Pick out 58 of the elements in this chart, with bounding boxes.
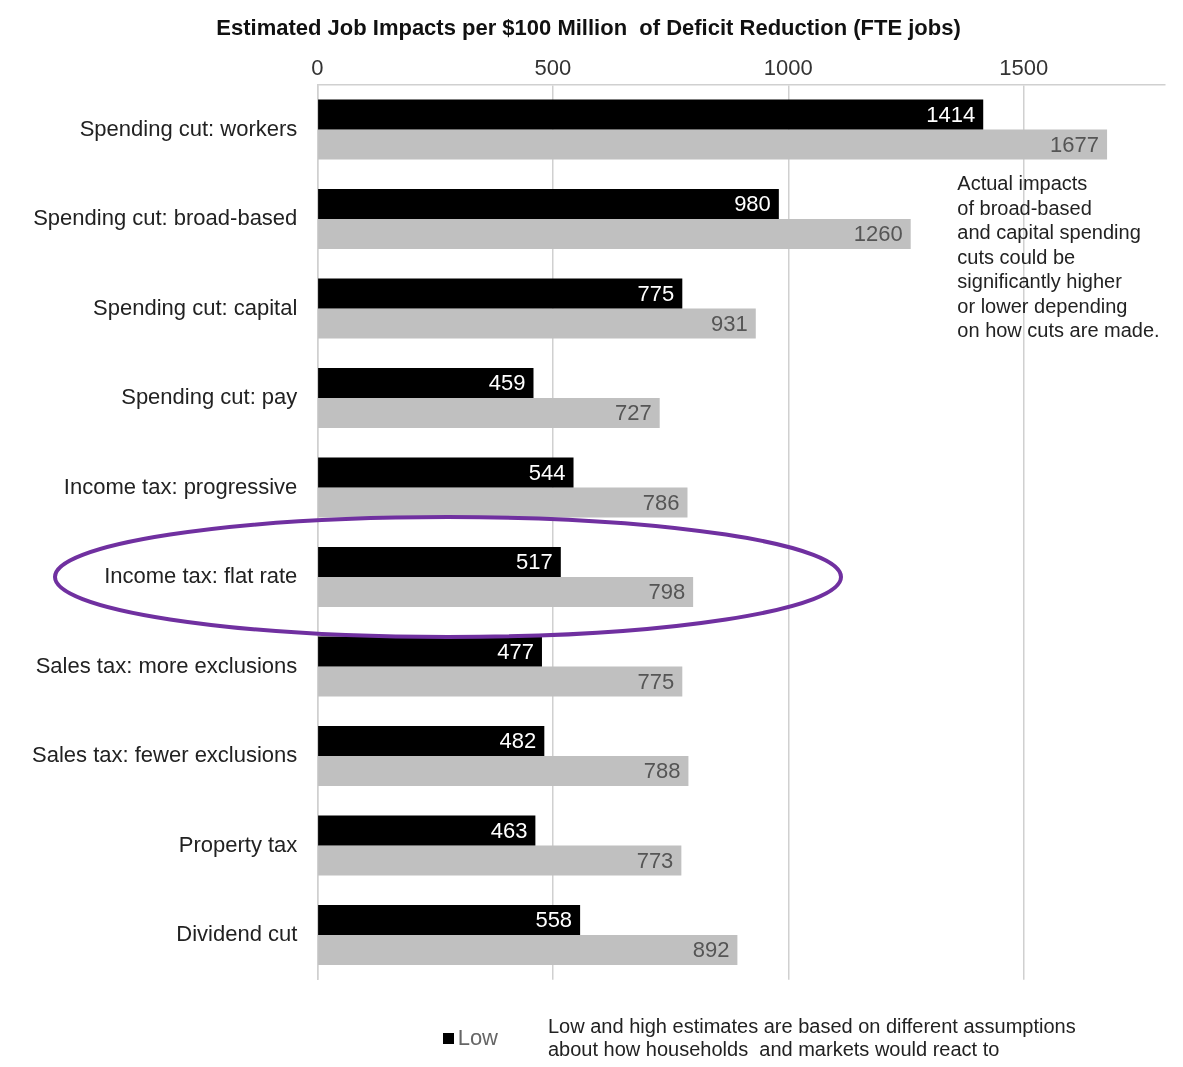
bar: [318, 278, 683, 309]
bar: [318, 756, 689, 787]
y-tick-label: Income tax: flat rate: [104, 563, 298, 589]
legend-label: Low: [456, 1025, 498, 1051]
y-tick-label: Spending cut: workers: [79, 115, 298, 141]
data-label: 798: [648, 579, 686, 605]
x-tick-label: 500: [534, 54, 572, 80]
data-label: 727: [614, 400, 652, 426]
data-label: 477: [497, 638, 534, 664]
bar: [318, 577, 694, 608]
bar: [318, 219, 911, 250]
annotation: Actual impacts of broad-based and capital spending cuts could be significantly higher or lower depending on how cuts are made.: [957, 172, 1160, 342]
bar: [318, 189, 779, 220]
y-tick-label: Property tax: [178, 831, 298, 857]
data-label: 775: [637, 668, 675, 694]
data-label: 775: [637, 280, 675, 306]
bar: [318, 129, 1108, 160]
x-tick-label: 1500: [999, 54, 1049, 80]
bar: [318, 815, 536, 846]
bar: [318, 368, 534, 399]
x-tick-label: 1000: [763, 54, 813, 80]
text: Low and high estimates are based on different assumptions about how households and markets would react to: [548, 1015, 1076, 1061]
data-label: 892: [692, 937, 730, 963]
bar: [318, 547, 561, 578]
bar: [318, 666, 683, 697]
data-label: 786: [642, 489, 680, 515]
data-label: 980: [734, 191, 771, 217]
bar: [318, 636, 542, 667]
x-tick-label: 0: [311, 54, 324, 80]
bar: [318, 398, 660, 429]
data-label: 463: [490, 817, 528, 843]
bar: [318, 457, 574, 488]
y-tick-label: Income tax: progressive: [63, 473, 298, 499]
data-label: 773: [636, 847, 674, 873]
data-label: 788: [643, 758, 681, 784]
data-label: 931: [711, 310, 748, 336]
bar: [318, 935, 738, 966]
bar: [318, 308, 756, 339]
data-label: 517: [516, 549, 553, 575]
y-tick-label: Spending cut: pay: [121, 384, 298, 410]
bar: [318, 845, 682, 876]
y-tick-label: Dividend cut: [176, 921, 298, 947]
data-label: 1260: [853, 221, 903, 247]
y-tick-label: Sales tax: more exclusions: [35, 652, 298, 678]
chart-title: Estimated Job Impacts per $100 Million of Deficit Reduction (FTE jobs): [216, 15, 961, 41]
bar: [318, 99, 984, 130]
data-label: 482: [499, 728, 537, 754]
bar: [318, 726, 545, 757]
data-label: 544: [528, 459, 566, 485]
data-label: 1677: [1050, 131, 1100, 157]
bar: [318, 487, 688, 518]
y-tick-label: Sales tax: fewer exclusions: [32, 742, 298, 768]
y-tick-label: Spending cut: broad-based: [33, 205, 298, 231]
bar: [318, 905, 581, 936]
data-label: 1414: [926, 101, 976, 127]
data-label: 459: [488, 370, 526, 396]
data-label: 558: [535, 907, 573, 933]
y-tick-label: Spending cut: capital: [93, 294, 298, 320]
